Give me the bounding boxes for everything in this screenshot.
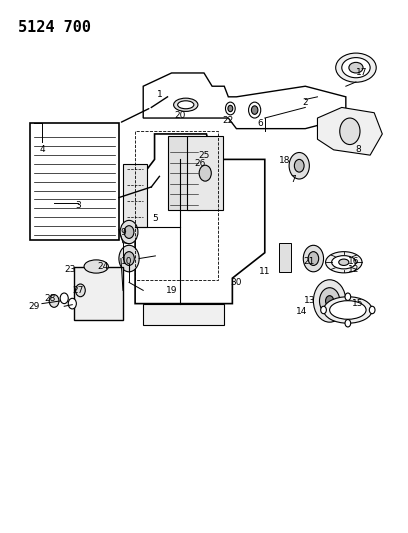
Polygon shape xyxy=(143,304,224,325)
Circle shape xyxy=(321,306,326,314)
Text: 17: 17 xyxy=(356,68,368,77)
Circle shape xyxy=(120,220,138,244)
Bar xyxy=(279,243,291,272)
Text: 12: 12 xyxy=(348,265,359,273)
Ellipse shape xyxy=(342,58,370,78)
Text: 19: 19 xyxy=(166,286,177,295)
Bar xyxy=(74,266,123,319)
Circle shape xyxy=(369,306,375,314)
Text: 13: 13 xyxy=(304,296,315,305)
Circle shape xyxy=(68,298,76,309)
Circle shape xyxy=(289,152,309,179)
Circle shape xyxy=(308,252,319,265)
Circle shape xyxy=(340,118,360,144)
Text: 22: 22 xyxy=(223,116,234,125)
Ellipse shape xyxy=(84,260,109,273)
Polygon shape xyxy=(123,164,147,227)
Text: 20: 20 xyxy=(174,111,185,120)
Text: 7: 7 xyxy=(290,174,296,183)
Circle shape xyxy=(303,245,324,272)
Text: 5: 5 xyxy=(153,214,158,223)
Text: 14: 14 xyxy=(295,307,307,316)
Text: 21: 21 xyxy=(304,257,315,265)
Text: 30: 30 xyxy=(231,278,242,287)
Circle shape xyxy=(228,106,233,112)
Circle shape xyxy=(60,293,68,304)
Circle shape xyxy=(248,102,261,118)
Text: 9: 9 xyxy=(120,228,126,237)
Circle shape xyxy=(124,225,134,238)
Text: 29: 29 xyxy=(28,302,40,311)
Text: 24: 24 xyxy=(97,262,108,271)
Ellipse shape xyxy=(332,256,356,269)
Circle shape xyxy=(313,280,346,322)
Text: 4: 4 xyxy=(39,146,45,155)
Ellipse shape xyxy=(349,62,363,73)
Circle shape xyxy=(345,319,351,327)
Ellipse shape xyxy=(330,301,366,319)
Text: 11: 11 xyxy=(259,268,271,276)
Circle shape xyxy=(326,296,334,306)
Text: 10: 10 xyxy=(121,257,133,265)
Text: 27: 27 xyxy=(73,286,84,295)
Circle shape xyxy=(199,165,211,181)
Text: 28: 28 xyxy=(44,294,56,303)
Circle shape xyxy=(49,295,59,308)
Bar xyxy=(187,136,224,211)
Ellipse shape xyxy=(339,259,349,265)
Ellipse shape xyxy=(177,101,194,109)
Text: 18: 18 xyxy=(279,156,291,165)
Text: 1: 1 xyxy=(157,90,162,99)
Text: 16: 16 xyxy=(348,257,360,265)
Circle shape xyxy=(75,284,85,297)
Polygon shape xyxy=(143,73,346,128)
Circle shape xyxy=(251,106,258,114)
Circle shape xyxy=(319,288,340,314)
Ellipse shape xyxy=(336,53,376,82)
Text: 2: 2 xyxy=(302,98,308,107)
Polygon shape xyxy=(317,108,382,155)
Text: 26: 26 xyxy=(194,159,206,167)
Text: 15: 15 xyxy=(352,299,364,308)
Ellipse shape xyxy=(326,252,362,273)
Polygon shape xyxy=(135,134,265,304)
Text: 23: 23 xyxy=(64,265,76,273)
Circle shape xyxy=(162,86,174,102)
Circle shape xyxy=(124,252,134,265)
Circle shape xyxy=(226,102,235,115)
Text: 6: 6 xyxy=(258,119,264,128)
Text: 25: 25 xyxy=(198,151,210,160)
Text: 3: 3 xyxy=(75,201,81,210)
Circle shape xyxy=(345,293,351,301)
Bar xyxy=(30,123,119,240)
Text: 5124 700: 5124 700 xyxy=(18,20,91,35)
Text: 8: 8 xyxy=(355,146,361,155)
Circle shape xyxy=(294,159,304,172)
Ellipse shape xyxy=(174,98,198,111)
Circle shape xyxy=(119,245,139,272)
Ellipse shape xyxy=(324,297,372,323)
Bar xyxy=(168,136,200,211)
